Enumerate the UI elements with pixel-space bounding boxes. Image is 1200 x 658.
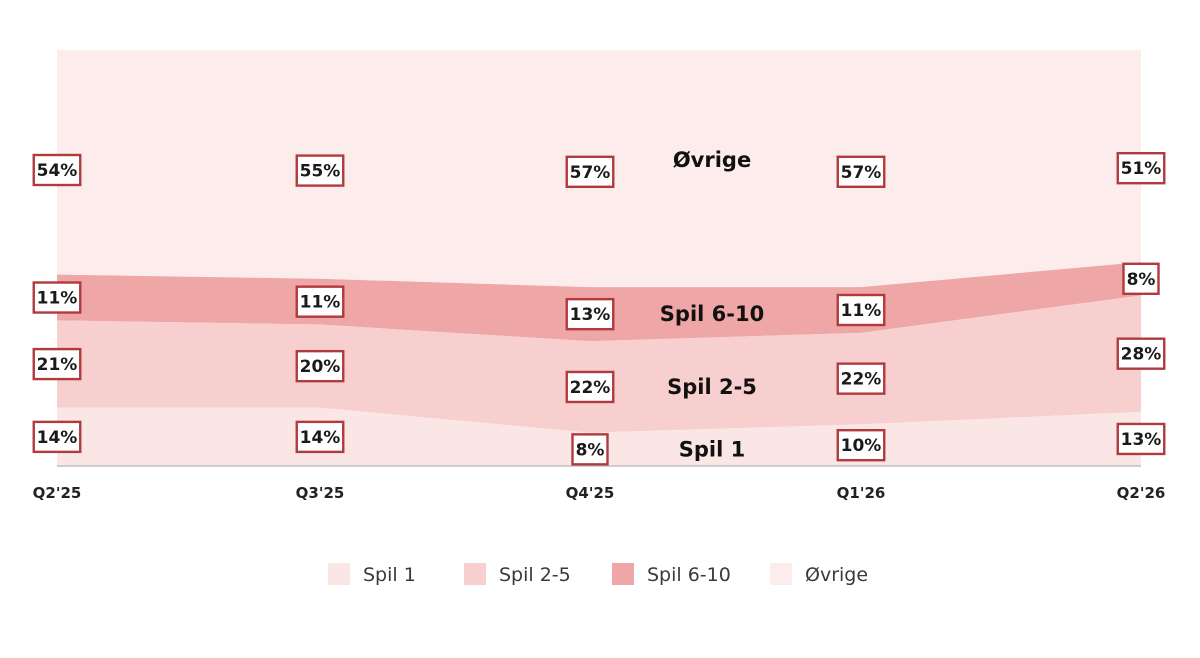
data-label-text: 28% [1121,345,1162,365]
legend-label: Øvrige [805,564,868,586]
data-label-text: 11% [841,301,882,321]
data-label-box [1116,151,1166,185]
data-label: 11% [32,281,82,314]
area-spil-2-5 [57,295,1141,433]
data-label: 51% [1116,151,1166,185]
legend: Spil 1 Spil 2-5 Spil 6-10 Øvrige [328,563,868,586]
data-label: 8% [571,433,609,466]
data-label-box [32,347,82,381]
data-label-text: 22% [841,370,882,390]
data-label-layer: 14% 14% 8% 10% 13% 21% 20% 22% 22% 28% 11% 11% 13% 11… [32,151,1166,466]
legend-item: Spil 6-10 [612,563,731,586]
legend-swatch [770,563,792,585]
data-label: 57% [565,155,615,189]
data-label-text: 11% [300,293,341,313]
data-label-box [836,362,886,395]
data-label-text: 8% [576,440,605,460]
x-tick-label: Q2'26 [1117,484,1166,502]
data-label-box [295,285,345,318]
data-label-text: 57% [841,163,882,183]
x-tick-label: Q1'26 [837,484,886,502]
area-layer [57,50,1141,466]
data-label: 14% [295,420,345,454]
data-label: 57% [836,155,886,189]
data-label-box [836,429,886,462]
data-label-text: 14% [300,428,341,448]
data-label-box [32,153,82,187]
data-label-box [565,297,615,331]
data-label-box [32,281,82,314]
legend-item: Spil 1 [328,563,416,586]
legend-swatch [328,563,350,585]
legend-label: Spil 1 [363,564,416,586]
data-label: 10% [836,429,886,462]
data-label: 13% [1116,422,1166,456]
data-label-box [32,420,82,454]
legend-swatch [464,563,486,585]
data-label-text: 13% [570,305,611,325]
data-label: 14% [32,420,82,454]
data-label-text: 21% [37,355,78,375]
data-label-text: 55% [300,162,341,182]
band-label-1: Spil 2-5 [667,375,757,399]
data-label: 22% [565,370,615,404]
data-label: 20% [295,349,345,383]
data-label: 55% [295,154,345,187]
data-label-box [1122,262,1160,295]
data-label: 8% [1122,262,1160,295]
legend-label: Spil 6-10 [647,564,731,586]
data-label-box [295,349,345,383]
data-label: 11% [836,293,886,327]
band-label-2: Spil 6-10 [660,302,764,326]
data-label: 54% [32,153,82,187]
data-label-box [1116,422,1166,456]
data-label: 22% [836,362,886,395]
data-label-box [1116,337,1166,370]
data-label: 21% [32,347,82,381]
data-label-box [836,293,886,327]
x-tick-label: Q4'25 [566,484,615,502]
legend-swatch [612,563,634,585]
legend-label: Spil 2-5 [499,564,571,586]
data-label-text: 13% [1121,430,1162,450]
data-label-box [836,155,886,189]
data-label-box [295,154,345,187]
data-label-text: 8% [1127,270,1156,290]
data-label-text: 20% [300,357,341,377]
x-axis-ticks: Q2'25 Q3'25 Q4'25 Q1'26 Q2'26 [33,484,1166,502]
data-label-text: 14% [37,428,78,448]
band-label-0: Spil 1 [679,437,745,461]
legend-item: Spil 2-5 [464,563,571,586]
data-label-text: 10% [841,436,882,456]
data-label-text: 11% [37,289,78,309]
data-label-text: 54% [37,161,78,181]
data-label: 28% [1116,337,1166,370]
data-label: 13% [565,297,615,331]
band-label-layer: Spil 1 Spil 2-5 Spil 6-10 Øvrige [660,148,764,461]
x-tick-label: Q3'25 [296,484,345,502]
data-label-text: 22% [570,378,611,398]
data-label-box [565,155,615,189]
data-label-box [565,370,615,404]
legend-item: Øvrige [770,563,868,586]
data-label: 11% [295,285,345,318]
data-label-box [571,433,609,466]
data-label-text: 51% [1121,159,1162,179]
data-label-box [295,420,345,454]
band-label-3: Øvrige [673,148,751,172]
data-label-text: 57% [570,163,611,183]
x-tick-label: Q2'25 [33,484,82,502]
